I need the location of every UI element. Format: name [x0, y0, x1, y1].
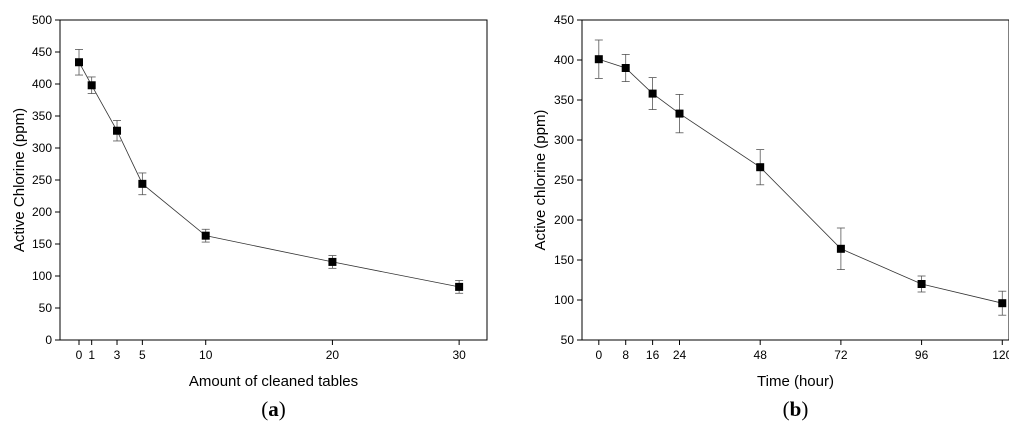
panel-label-close: ): [279, 397, 286, 421]
y-tick-label: 200: [32, 205, 52, 219]
y-tick-label: 300: [32, 141, 52, 155]
y-tick-label: 350: [32, 109, 52, 123]
x-axis-title: Time (hour): [757, 373, 834, 390]
series-line: [78, 62, 460, 288]
x-tick-label: 0: [595, 348, 602, 362]
x-tick-label: 3: [114, 348, 121, 362]
x-axis-title: Amount of cleaned tables: [189, 373, 358, 390]
data-point: [455, 282, 464, 291]
data-point: [836, 244, 845, 253]
x-tick-label: 24: [673, 348, 687, 362]
y-tick-label: 400: [32, 77, 52, 91]
x-tick-label: 16: [646, 348, 660, 362]
panel-label-close: ): [801, 397, 808, 421]
panel-label-letter: a: [268, 397, 279, 421]
x-tick-label: 30: [452, 348, 466, 362]
x-tick-label: 96: [915, 348, 929, 362]
y-axis-title: Active Chlorine (ppm): [11, 108, 28, 252]
data-point: [201, 231, 210, 240]
data-point: [138, 179, 147, 188]
y-tick-label: 250: [32, 173, 52, 187]
y-axis-title: Active chlorine (ppm): [532, 110, 549, 251]
y-tick-label: 150: [554, 253, 574, 267]
x-tick-label: 5: [139, 348, 146, 362]
y-tick-label: 100: [32, 269, 52, 283]
y-tick-label: 450: [554, 13, 574, 27]
panel-label: (a): [261, 397, 286, 421]
data-point: [756, 163, 765, 172]
x-tick-label: 8: [622, 348, 629, 362]
x-tick-label: 48: [754, 348, 768, 362]
x-tick-label: 0: [76, 348, 83, 362]
data-point: [917, 280, 926, 288]
data-point: [998, 299, 1007, 308]
data-point: [594, 55, 603, 64]
y-tick-label: 0: [45, 333, 52, 347]
data-point: [328, 257, 337, 266]
data-point: [648, 89, 657, 98]
panel-label: (b): [783, 397, 809, 421]
panel-label-open: (: [783, 397, 790, 421]
y-tick-label: 300: [554, 133, 574, 147]
chart-panel-b: 50 100 150 200 250 300 350 400 450 0 8 16 24 48 72 96 12…: [532, 13, 1009, 421]
data-point: [87, 81, 96, 90]
y-tick-label: 150: [32, 237, 52, 251]
x-tick-label: 10: [199, 348, 213, 362]
data-point: [113, 126, 122, 135]
data-point: [621, 64, 630, 72]
series-line: [598, 58, 1003, 304]
plot-frame: [581, 19, 1009, 341]
x-tick-label: 20: [326, 348, 340, 362]
x-tick-label: 120: [992, 348, 1009, 362]
y-tick-label: 250: [554, 173, 574, 187]
y-tick-label: 50: [561, 333, 575, 347]
data-point: [675, 109, 684, 118]
y-tick-label: 400: [554, 53, 574, 67]
x-tick-label: 72: [834, 348, 848, 362]
x-tick-label: 1: [88, 348, 95, 362]
y-tick-label: 50: [39, 301, 53, 315]
y-tick-label: 100: [554, 293, 574, 307]
data-point: [75, 58, 84, 67]
y-tick-label: 350: [554, 93, 574, 107]
panel-label-letter: b: [790, 397, 802, 421]
y-tick-label: 450: [32, 45, 52, 59]
y-tick-label: 500: [32, 13, 52, 27]
panel-label-open: (: [261, 397, 268, 421]
plot-frame: [59, 19, 488, 341]
y-tick-label: 200: [554, 213, 574, 227]
